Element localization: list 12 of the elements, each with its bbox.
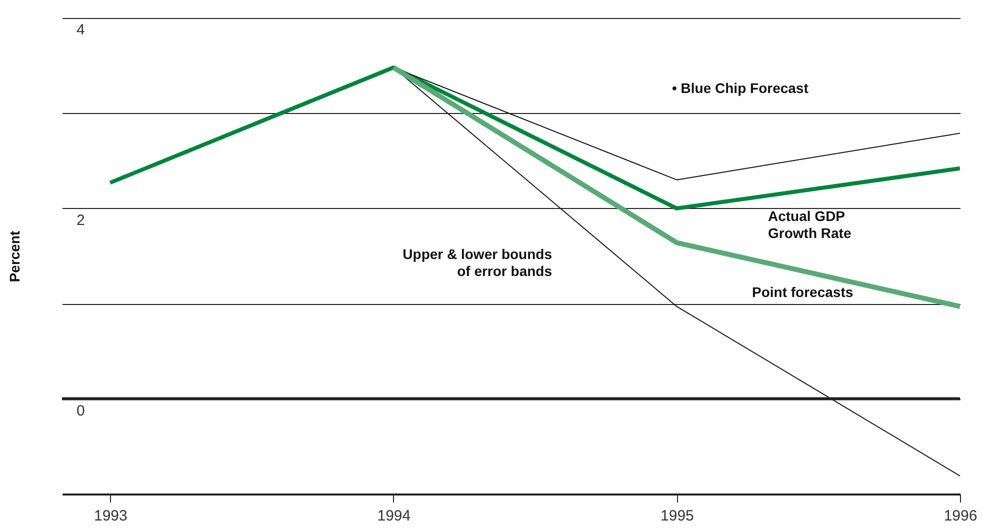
annotation: • Blue Chip Forecast [672, 80, 809, 96]
y-tick-label: 4 [76, 22, 85, 38]
y-tick-label: 2 [76, 212, 85, 229]
series-label: Actual GDP Growth Rate [768, 208, 852, 241]
y-axis-title: Percent [6, 230, 22, 282]
annotation: Upper & lower bounds of error bands [402, 246, 552, 279]
series-label: Point forecasts [752, 284, 854, 300]
x-tick-label: 1993 [94, 508, 128, 524]
x-tick-label: 1995 [660, 508, 694, 524]
x-tick-label: 1994 [377, 508, 411, 524]
y-tick-label: 0 [76, 402, 85, 420]
x-tick-label: 1996 [944, 508, 978, 524]
